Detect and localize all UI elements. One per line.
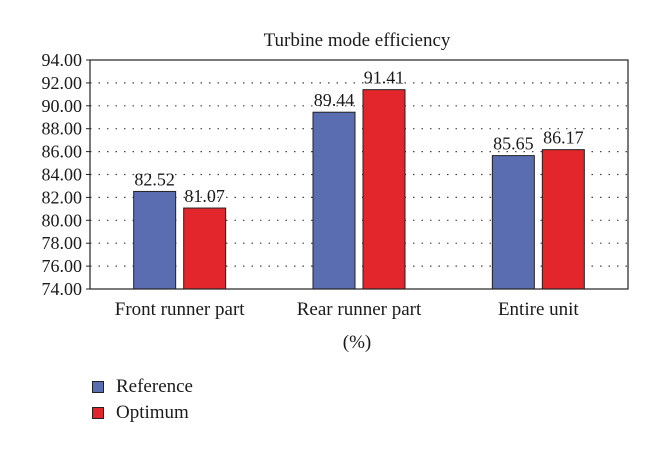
legend: Reference Optimum	[92, 374, 193, 426]
x-category-label: Rear runner part	[297, 299, 422, 320]
y-tick-label: 78.00	[42, 233, 83, 253]
y-tick-label: 82.00	[42, 187, 83, 207]
y-tick-label: 74.00	[42, 279, 83, 299]
bar-optimum	[183, 207, 227, 290]
plot-frame	[89, 59, 629, 290]
chart-title: Turbine mode efficiency	[264, 30, 451, 51]
legend-item-optimum: Optimum	[92, 400, 193, 426]
data-label: 85.65	[493, 134, 534, 154]
data-label: 89.44	[314, 90, 355, 110]
bars	[133, 89, 585, 290]
y-tick-label: 84.00	[42, 165, 83, 185]
x-axis-label: (%)	[343, 332, 371, 353]
y-tick-label: 90.00	[42, 96, 83, 116]
bar-reference	[312, 111, 356, 290]
x-axis-categories: Front runner part Rear runner part Entire …	[115, 299, 580, 320]
y-tick-label: 92.00	[42, 73, 83, 93]
x-category-label: Front runner part	[115, 299, 246, 320]
legend-swatch-optimum	[92, 407, 104, 419]
legend-label-optimum: Optimum	[116, 402, 189, 423]
legend-label-reference: Reference	[116, 376, 193, 397]
y-tick-label: 76.00	[42, 256, 83, 276]
bar-reference	[133, 190, 177, 290]
legend-item-reference: Reference	[92, 374, 193, 400]
data-label: 91.41	[364, 68, 405, 88]
data-label: 86.17	[543, 128, 584, 148]
x-category-label: Entire unit	[498, 299, 579, 320]
y-tick-label: 94.00	[42, 50, 83, 70]
y-tick-label: 86.00	[42, 142, 83, 162]
data-label: 81.07	[184, 186, 225, 206]
legend-swatch-reference	[92, 381, 104, 393]
bar-optimum	[362, 89, 406, 290]
bar-optimum	[541, 149, 585, 290]
bar-reference	[491, 155, 535, 290]
data-labels: 82.52 81.07 89.44 91.41 85.65 86.17	[134, 68, 583, 206]
y-tick-label: 80.00	[42, 210, 83, 230]
data-label: 82.52	[134, 169, 175, 189]
y-tick-label: 88.00	[42, 119, 83, 139]
